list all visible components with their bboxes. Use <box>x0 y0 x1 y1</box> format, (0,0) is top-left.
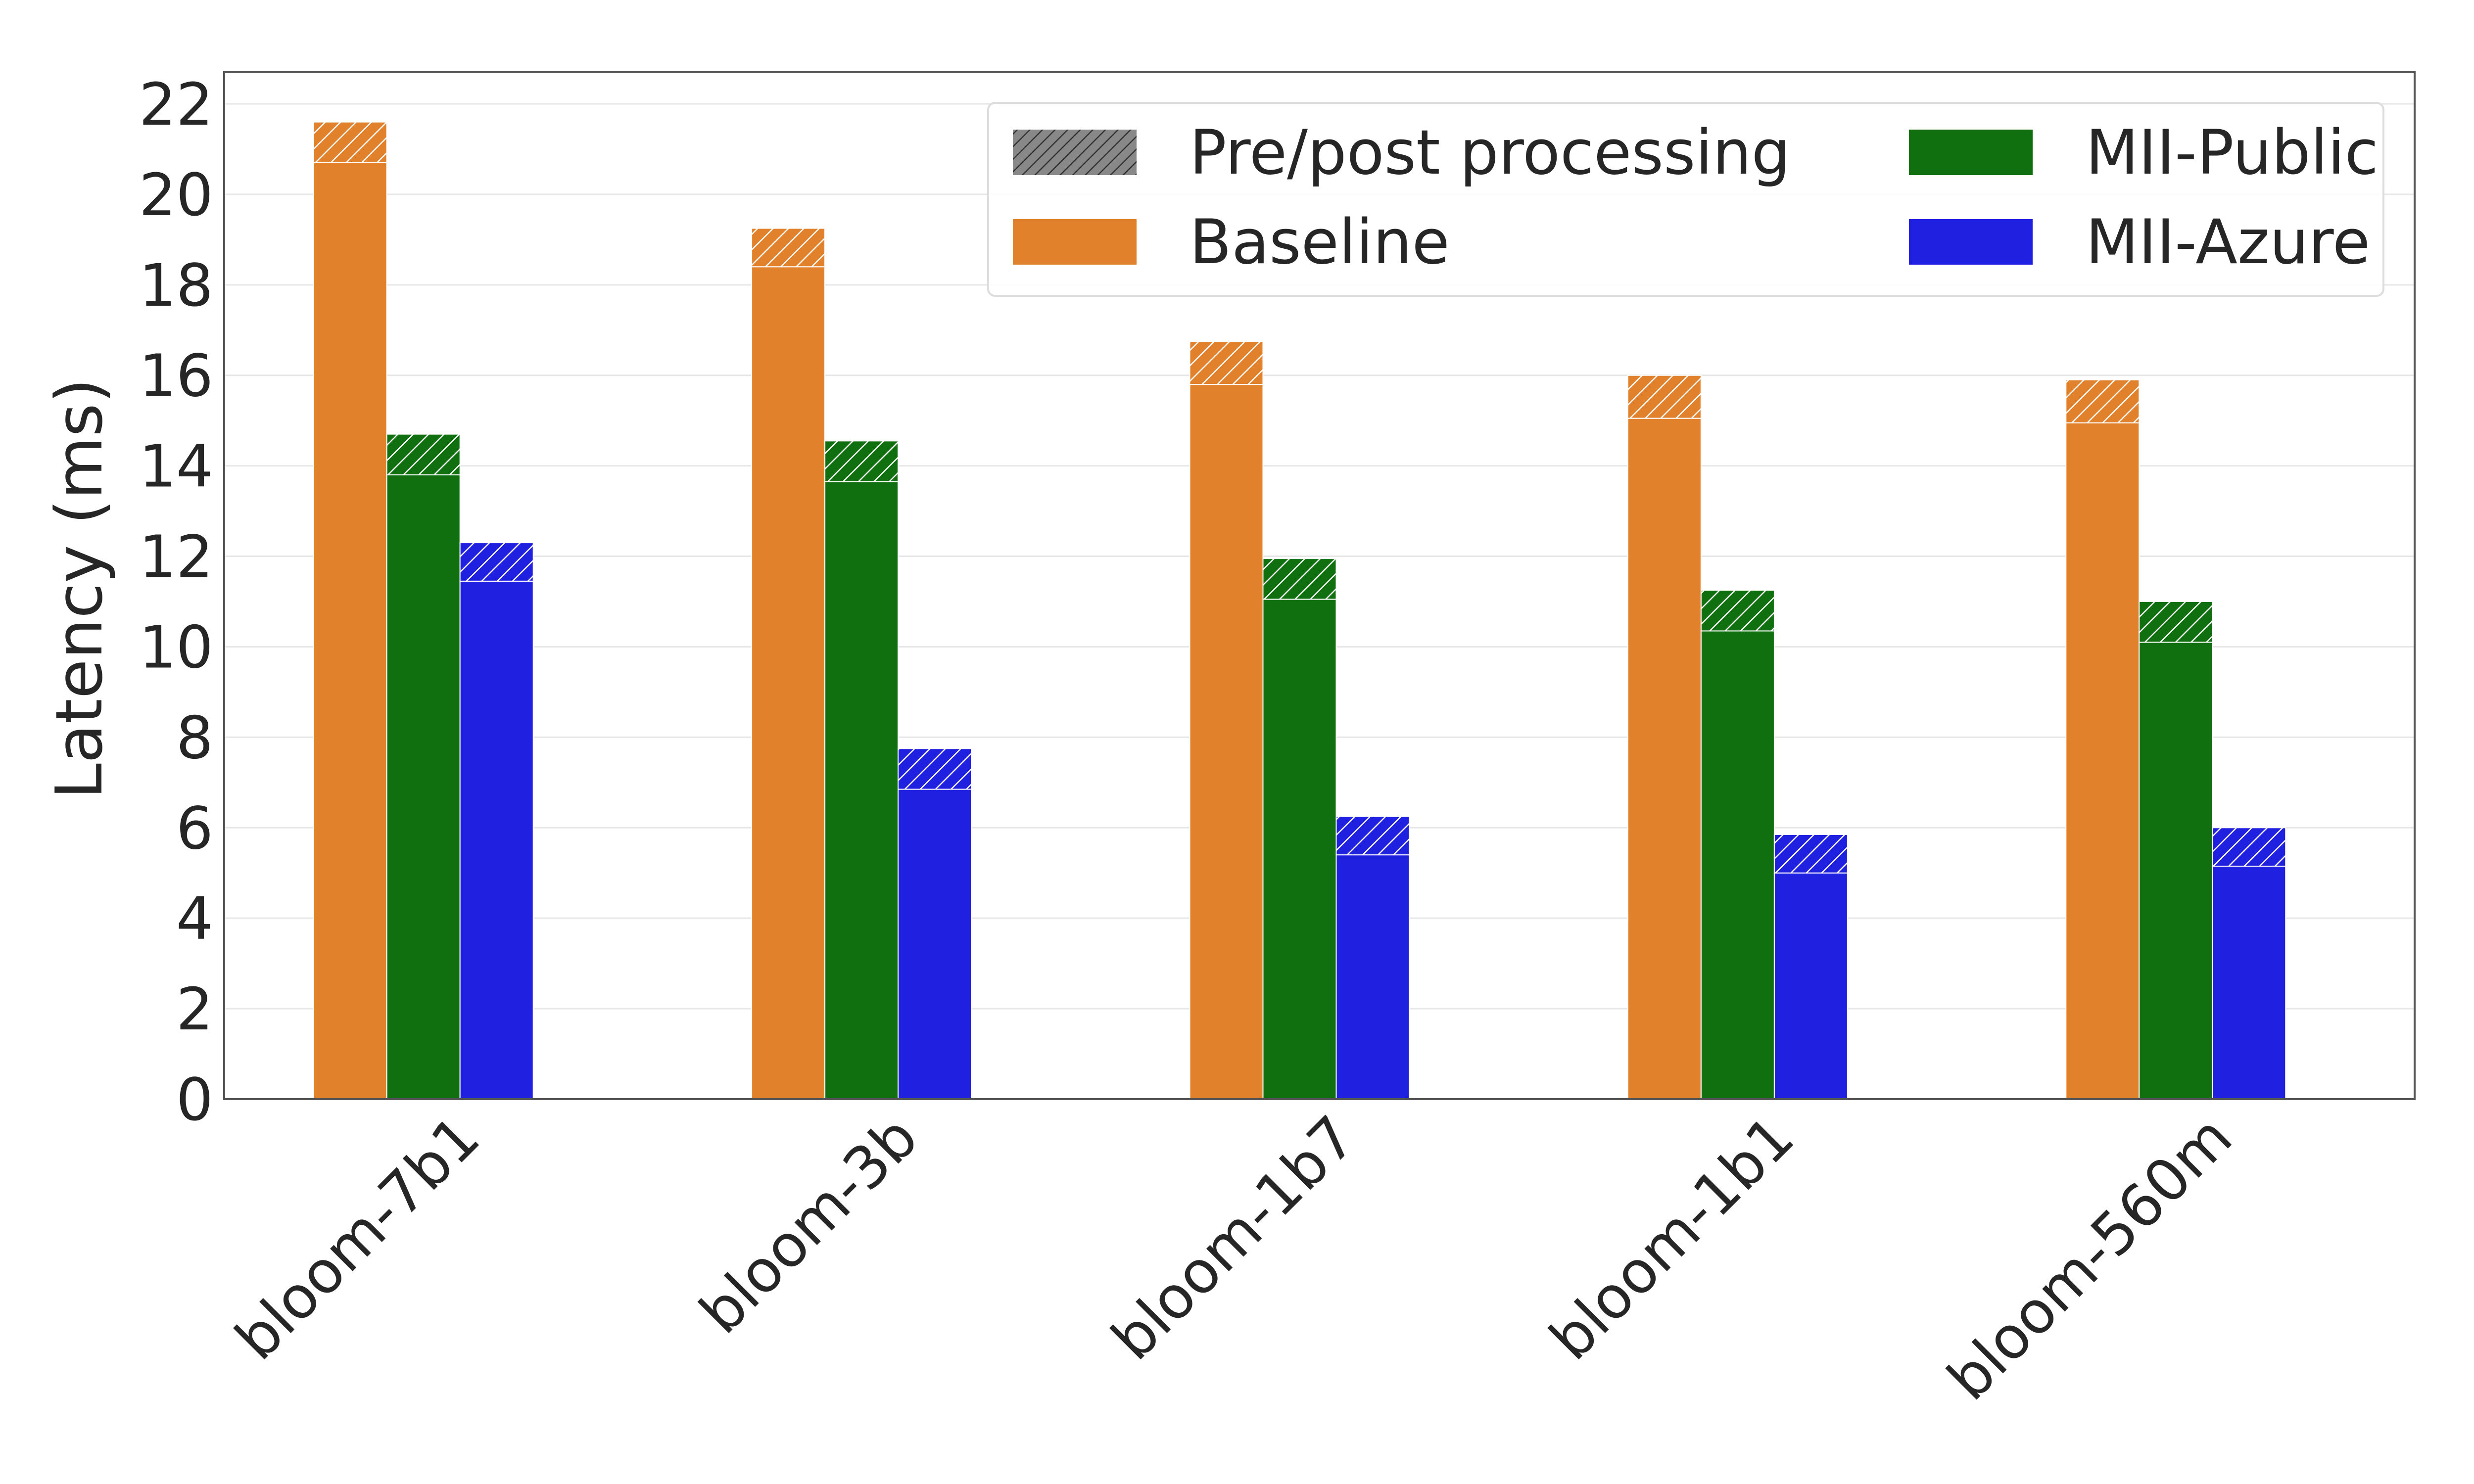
y-tick-label: 20 <box>139 161 213 229</box>
bar-mii-azure <box>1335 854 1410 1100</box>
bar-mii-public <box>1262 599 1337 1100</box>
y-tick-label: 14 <box>139 432 213 501</box>
legend-swatch-mii-azure <box>1909 219 2033 265</box>
bar-prepost-hatch <box>1701 590 1774 631</box>
bar-prepost-hatch <box>460 543 533 581</box>
legend-swatch-pre-post-processing <box>1013 130 1137 175</box>
y-axis-ticks: 0 2 4 6 8 10 12 14 16 18 20 22 <box>139 70 213 1134</box>
y-tick-label: 4 <box>176 884 213 953</box>
bar-mii-public <box>2139 642 2213 1100</box>
y-tick-label: 8 <box>176 703 213 772</box>
bar-mii-public <box>1700 630 1775 1100</box>
bar-prepost-hatch <box>1627 375 1701 418</box>
bar-prepost-hatch <box>1774 834 1848 873</box>
y-tick-label: 16 <box>139 342 213 410</box>
bar-mii-public <box>824 481 899 1100</box>
plot-frame <box>223 71 2416 1100</box>
bar-baseline <box>1189 384 1264 1100</box>
x-tick-label: bloom-7b1 <box>222 1103 492 1373</box>
bar-prepost-hatch <box>386 434 460 475</box>
bar-mii-azure <box>2212 866 2286 1100</box>
bar-prepost-hatch <box>1189 341 1263 385</box>
legend-swatch-mii-public <box>1909 130 2033 175</box>
legend-box <box>987 102 2384 297</box>
bar-prepost-hatch <box>1263 558 1336 600</box>
x-tick-label: bloom-1b7 <box>1098 1103 1369 1373</box>
legend-label-pre-post-processing: Pre/post processing <box>1189 117 1790 188</box>
bar-prepost-hatch <box>825 441 899 482</box>
bar-baseline <box>2065 422 2140 1100</box>
x-tick-label: bloom-3b <box>687 1103 931 1346</box>
legend-swatch-baseline <box>1013 219 1137 265</box>
bars <box>313 121 2286 1100</box>
x-axis-ticks: bloom-7b1 bloom-3b bloom-1b7 bloom-1b1 bloom… <box>222 1103 2245 1413</box>
legend-label-mii-public: MII-Public <box>2086 117 2379 188</box>
x-tick-label: bloom-560m <box>1934 1103 2245 1413</box>
legend-items: Pre/post processing Baseline MII-Public MII… <box>1013 117 2379 278</box>
bar-prepost-hatch <box>2066 379 2140 423</box>
legend-label-baseline: Baseline <box>1189 207 1450 278</box>
x-tick-label: bloom-1b1 <box>1536 1103 1807 1373</box>
bar-prepost-hatch <box>1336 816 1410 855</box>
y-tick-label: 10 <box>139 613 213 681</box>
y-tick-label: 18 <box>139 251 213 320</box>
y-tick-label: 2 <box>176 975 213 1043</box>
bar-mii-azure <box>1773 872 1848 1100</box>
bar-baseline <box>751 266 826 1100</box>
bar-prepost-hatch <box>313 122 387 163</box>
y-tick-label: 6 <box>176 794 213 862</box>
y-tick-label: 12 <box>139 523 213 591</box>
bar-mii-azure <box>898 788 972 1100</box>
bar-mii-public <box>386 474 461 1100</box>
bar-mii-azure <box>459 580 534 1100</box>
legend-label-mii-azure: MII-Azure <box>2086 207 2370 278</box>
y-axis-label: Latency (ms) <box>42 378 117 799</box>
bar-baseline <box>1627 417 1702 1100</box>
legend: Pre/post processing Baseline MII-Public MII… <box>987 102 2384 297</box>
bar-prepost-hatch <box>752 228 825 267</box>
bar-baseline <box>313 162 387 1100</box>
y-tick-label: 0 <box>176 1066 213 1134</box>
y-tick-label: 22 <box>139 70 213 139</box>
bar-prepost-hatch <box>898 748 972 789</box>
bar-prepost-hatch <box>2212 828 2286 867</box>
bar-prepost-hatch <box>2139 602 2213 643</box>
